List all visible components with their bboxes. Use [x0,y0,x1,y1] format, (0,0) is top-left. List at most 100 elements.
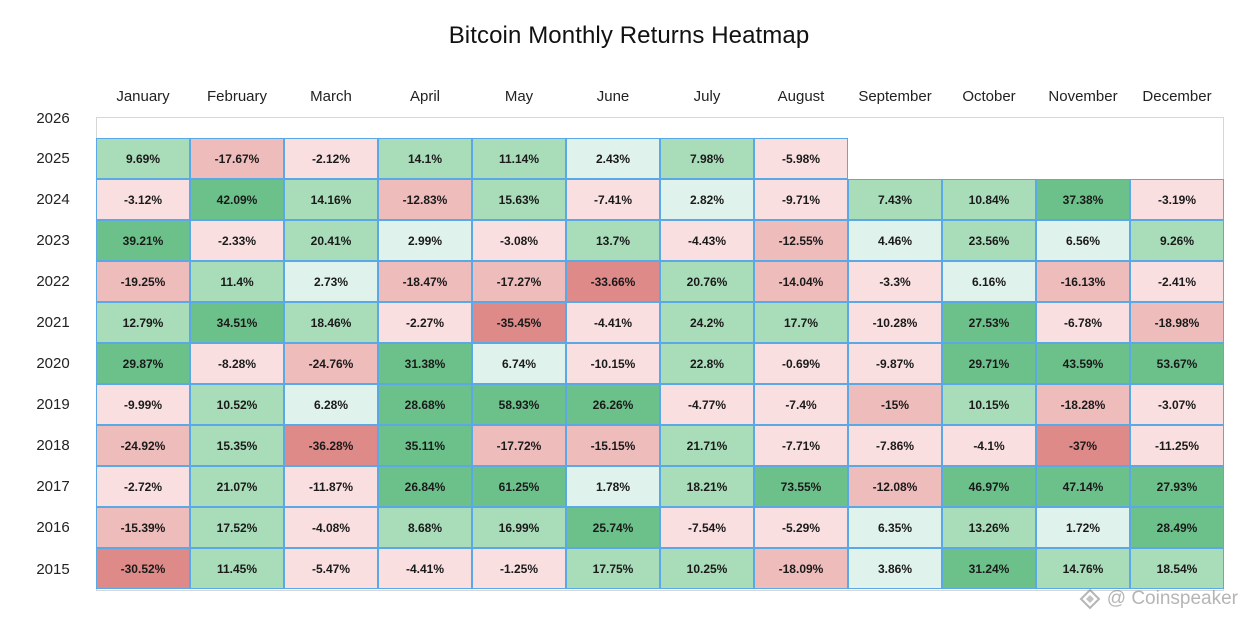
watermark-text: @ Coinspeaker [1106,588,1238,609]
heatmap-cell-2024-july: 2.82% [660,179,754,220]
heatmap-cell-2022-september: -3.3% [848,261,942,302]
heatmap-cell-2016-january: -15.39% [96,507,190,548]
heatmap-cell-2024-may: 15.63% [472,179,566,220]
heatmap-cell-2023-july: -4.43% [660,220,754,261]
heatmap-cell-2017-june: 1.78% [566,466,660,507]
month-label-november: November [1048,88,1118,105]
heatmap-cell-2016-july: -7.54% [660,507,754,548]
heatmap-cell-2018-november: -37% [1036,425,1130,466]
heatmap-cell-2016-june: 25.74% [566,507,660,548]
heatmap-cell-2022-february: 11.4% [190,261,284,302]
heatmap-cell-2025-july: 7.98% [660,138,754,179]
year-label-2017: 2017 [36,478,70,495]
year-label-2025: 2025 [36,150,70,167]
heatmap-cell-2017-march: -11.87% [284,466,378,507]
year-label-2018: 2018 [36,437,70,454]
year-label-2024: 2024 [36,191,70,208]
heatmap-cell-2015-july: 10.25% [660,548,754,589]
heatmap-cell-2015-march: -5.47% [284,548,378,589]
heatmap-cell-2022-june: -33.66% [566,261,660,302]
heatmap-cell-2017-november: 47.14% [1036,466,1130,507]
heatmap-cell-2022-april: -18.47% [378,261,472,302]
month-label-september: September [858,88,932,105]
heatmap-cell-2015-september: 3.86% [848,548,942,589]
heatmap-cell-2025-may: 11.14% [472,138,566,179]
heatmap-cell-2021-may: -35.45% [472,302,566,343]
heatmap-cell-2020-august: -0.69% [754,343,848,384]
heatmap-cell-2023-april: 2.99% [378,220,472,261]
heatmap-cell-2025-august: -5.98% [754,138,848,179]
heatmap-cell-2016-march: -4.08% [284,507,378,548]
heatmap-cell-2019-november: -18.28% [1036,384,1130,425]
heatmap-cell-2016-february: 17.52% [190,507,284,548]
heatmap-cell-2024-april: -12.83% [378,179,472,220]
heatmap-cell-2015-december: 18.54% [1130,548,1224,589]
heatmap-cell-2020-december: 53.67% [1130,343,1224,384]
heatmap-cell-2022-october: 6.16% [942,261,1036,302]
heatmap-cell-2015-june: 17.75% [566,548,660,589]
heatmap-cell-2020-february: -8.28% [190,343,284,384]
heatmap-cell-2020-november: 43.59% [1036,343,1130,384]
heatmap-cell-2017-april: 26.84% [378,466,472,507]
heatmap-cell-2022-march: 2.73% [284,261,378,302]
year-label-2020: 2020 [36,355,70,372]
year-label-2021: 2021 [36,314,70,331]
heatmap-cell-2021-january: 12.79% [96,302,190,343]
heatmap-cell-2015-october: 31.24% [942,548,1036,589]
year-label-2022: 2022 [36,273,70,290]
heatmap-cell-2022-july: 20.76% [660,261,754,302]
heatmap-cell-2017-august: 73.55% [754,466,848,507]
heatmap-cell-2020-april: 31.38% [378,343,472,384]
heatmap-cell-2017-july: 18.21% [660,466,754,507]
heatmap-cell-2019-september: -15% [848,384,942,425]
year-label-2016: 2016 [36,519,70,536]
heatmap-cell-2021-november: -6.78% [1036,302,1130,343]
heatmap-cell-2023-december: 9.26% [1130,220,1224,261]
heatmap-cell-2023-february: -2.33% [190,220,284,261]
heatmap-cell-2019-august: -7.4% [754,384,848,425]
heatmap-cell-2021-march: 18.46% [284,302,378,343]
heatmap-cell-2018-july: 21.71% [660,425,754,466]
heatmap-cell-2024-january: -3.12% [96,179,190,220]
heatmap-cell-2019-april: 28.68% [378,384,472,425]
heatmap-cell-2024-october: 10.84% [942,179,1036,220]
heatmap-cell-2024-february: 42.09% [190,179,284,220]
heatmap-cell-2018-august: -7.71% [754,425,848,466]
heatmap-cell-2024-december: -3.19% [1130,179,1224,220]
heatmap-cell-2016-april: 8.68% [378,507,472,548]
heatmap-cell-2023-october: 23.56% [942,220,1036,261]
heatmap-cell-2023-november: 6.56% [1036,220,1130,261]
heatmap-cell-2024-november: 37.38% [1036,179,1130,220]
heatmap-cell-2020-july: 22.8% [660,343,754,384]
heatmap-cell-2017-february: 21.07% [190,466,284,507]
heatmap-cell-2023-march: 20.41% [284,220,378,261]
heatmap-cell-2021-september: -10.28% [848,302,942,343]
month-label-july: July [693,88,721,105]
heatmap-cell-2021-december: -18.98% [1130,302,1224,343]
heatmap-cell-2015-august: -18.09% [754,548,848,589]
heatmap-cell-2016-august: -5.29% [754,507,848,548]
heatmap-cell-2020-january: 29.87% [96,343,190,384]
heatmap-cell-2015-january: -30.52% [96,548,190,589]
heatmap-cell-2019-january: -9.99% [96,384,190,425]
heatmap-cell-2018-september: -7.86% [848,425,942,466]
heatmap-cell-2021-february: 34.51% [190,302,284,343]
heatmap-cell-2015-may: -1.25% [472,548,566,589]
year-label-2026: 2026 [36,110,70,127]
heatmap-cell-2023-may: -3.08% [472,220,566,261]
watermark: @ Coinspeaker [1079,588,1238,610]
heatmap-cell-2018-february: 15.35% [190,425,284,466]
heatmap-cell-2022-november: -16.13% [1036,261,1130,302]
coinspeaker-logo-icon [1079,588,1101,610]
year-label-2023: 2023 [36,232,70,249]
heatmap-cell-2020-june: -10.15% [566,343,660,384]
month-label-march: March [310,88,352,105]
heatmap-cell-2024-june: -7.41% [566,179,660,220]
month-label-january: January [116,88,170,105]
heatmap-cell-2025-april: 14.1% [378,138,472,179]
month-label-may: May [504,88,534,105]
heatmap-cell-2018-october: -4.1% [942,425,1036,466]
heatmap-cell-2018-may: -17.72% [472,425,566,466]
chart-title: Bitcoin Monthly Returns Heatmap [448,22,810,49]
heatmap-cell-2020-october: 29.71% [942,343,1036,384]
